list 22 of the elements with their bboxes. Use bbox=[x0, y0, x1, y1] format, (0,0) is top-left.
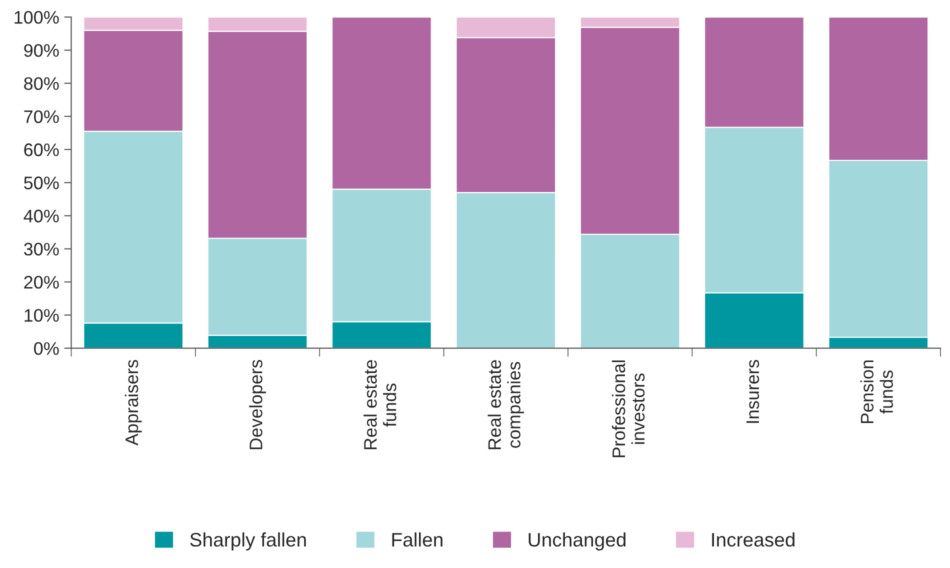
x-tick-label: Appraisers bbox=[124, 360, 142, 446]
y-tick-label: 60% bbox=[24, 143, 59, 156]
legend-label: Unchanged bbox=[528, 532, 626, 550]
legend-label: Sharply fallen bbox=[190, 532, 306, 550]
y-tick-label: 50% bbox=[24, 176, 59, 190]
x-tick-label: Professional investors bbox=[612, 360, 645, 458]
y-tick-label: 0% bbox=[34, 342, 59, 355]
y-tick-label: 10% bbox=[24, 309, 59, 322]
y-tick-label: 40% bbox=[24, 210, 59, 222]
legend-label: Fallen bbox=[392, 532, 442, 547]
x-tick-label: Real estate funds bbox=[364, 360, 396, 450]
x-tick-label: Developers bbox=[249, 360, 266, 450]
y-tick-label: 100% bbox=[14, 10, 59, 24]
y-tick-label: 70% bbox=[24, 110, 59, 124]
legend-label: Increased bbox=[712, 532, 794, 547]
y-tick-label: 80% bbox=[24, 77, 59, 90]
y-tick-label: 30% bbox=[24, 242, 59, 256]
x-tick-label: Insurers bbox=[746, 360, 760, 423]
y-tick-label: 20% bbox=[24, 276, 59, 289]
x-tick-label: Real estate companies bbox=[488, 360, 524, 450]
y-tick-label: 90% bbox=[24, 44, 59, 57]
x-tick-label: Pension funds bbox=[860, 360, 893, 424]
